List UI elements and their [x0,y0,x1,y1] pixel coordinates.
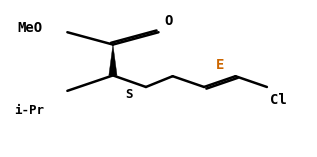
Text: S: S [126,88,133,101]
Polygon shape [109,45,117,75]
Text: i-Pr: i-Pr [14,104,44,117]
Text: Cl: Cl [270,93,287,107]
Text: E: E [216,58,224,72]
Text: MeO: MeO [17,21,42,35]
Text: O: O [165,14,173,28]
